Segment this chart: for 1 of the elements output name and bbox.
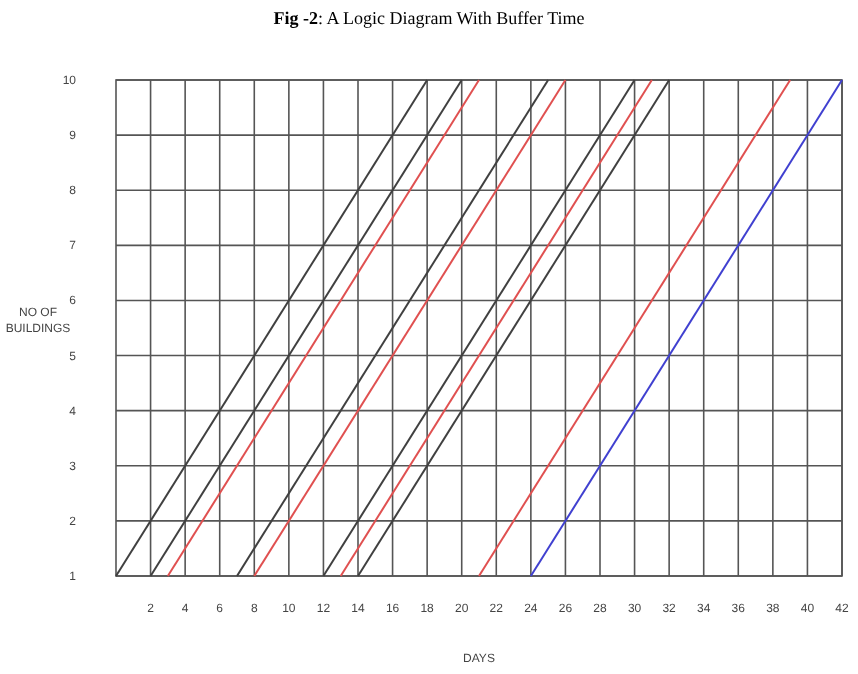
chart-title: Fig -2: A Logic Diagram With Buffer Time: [273, 8, 585, 28]
